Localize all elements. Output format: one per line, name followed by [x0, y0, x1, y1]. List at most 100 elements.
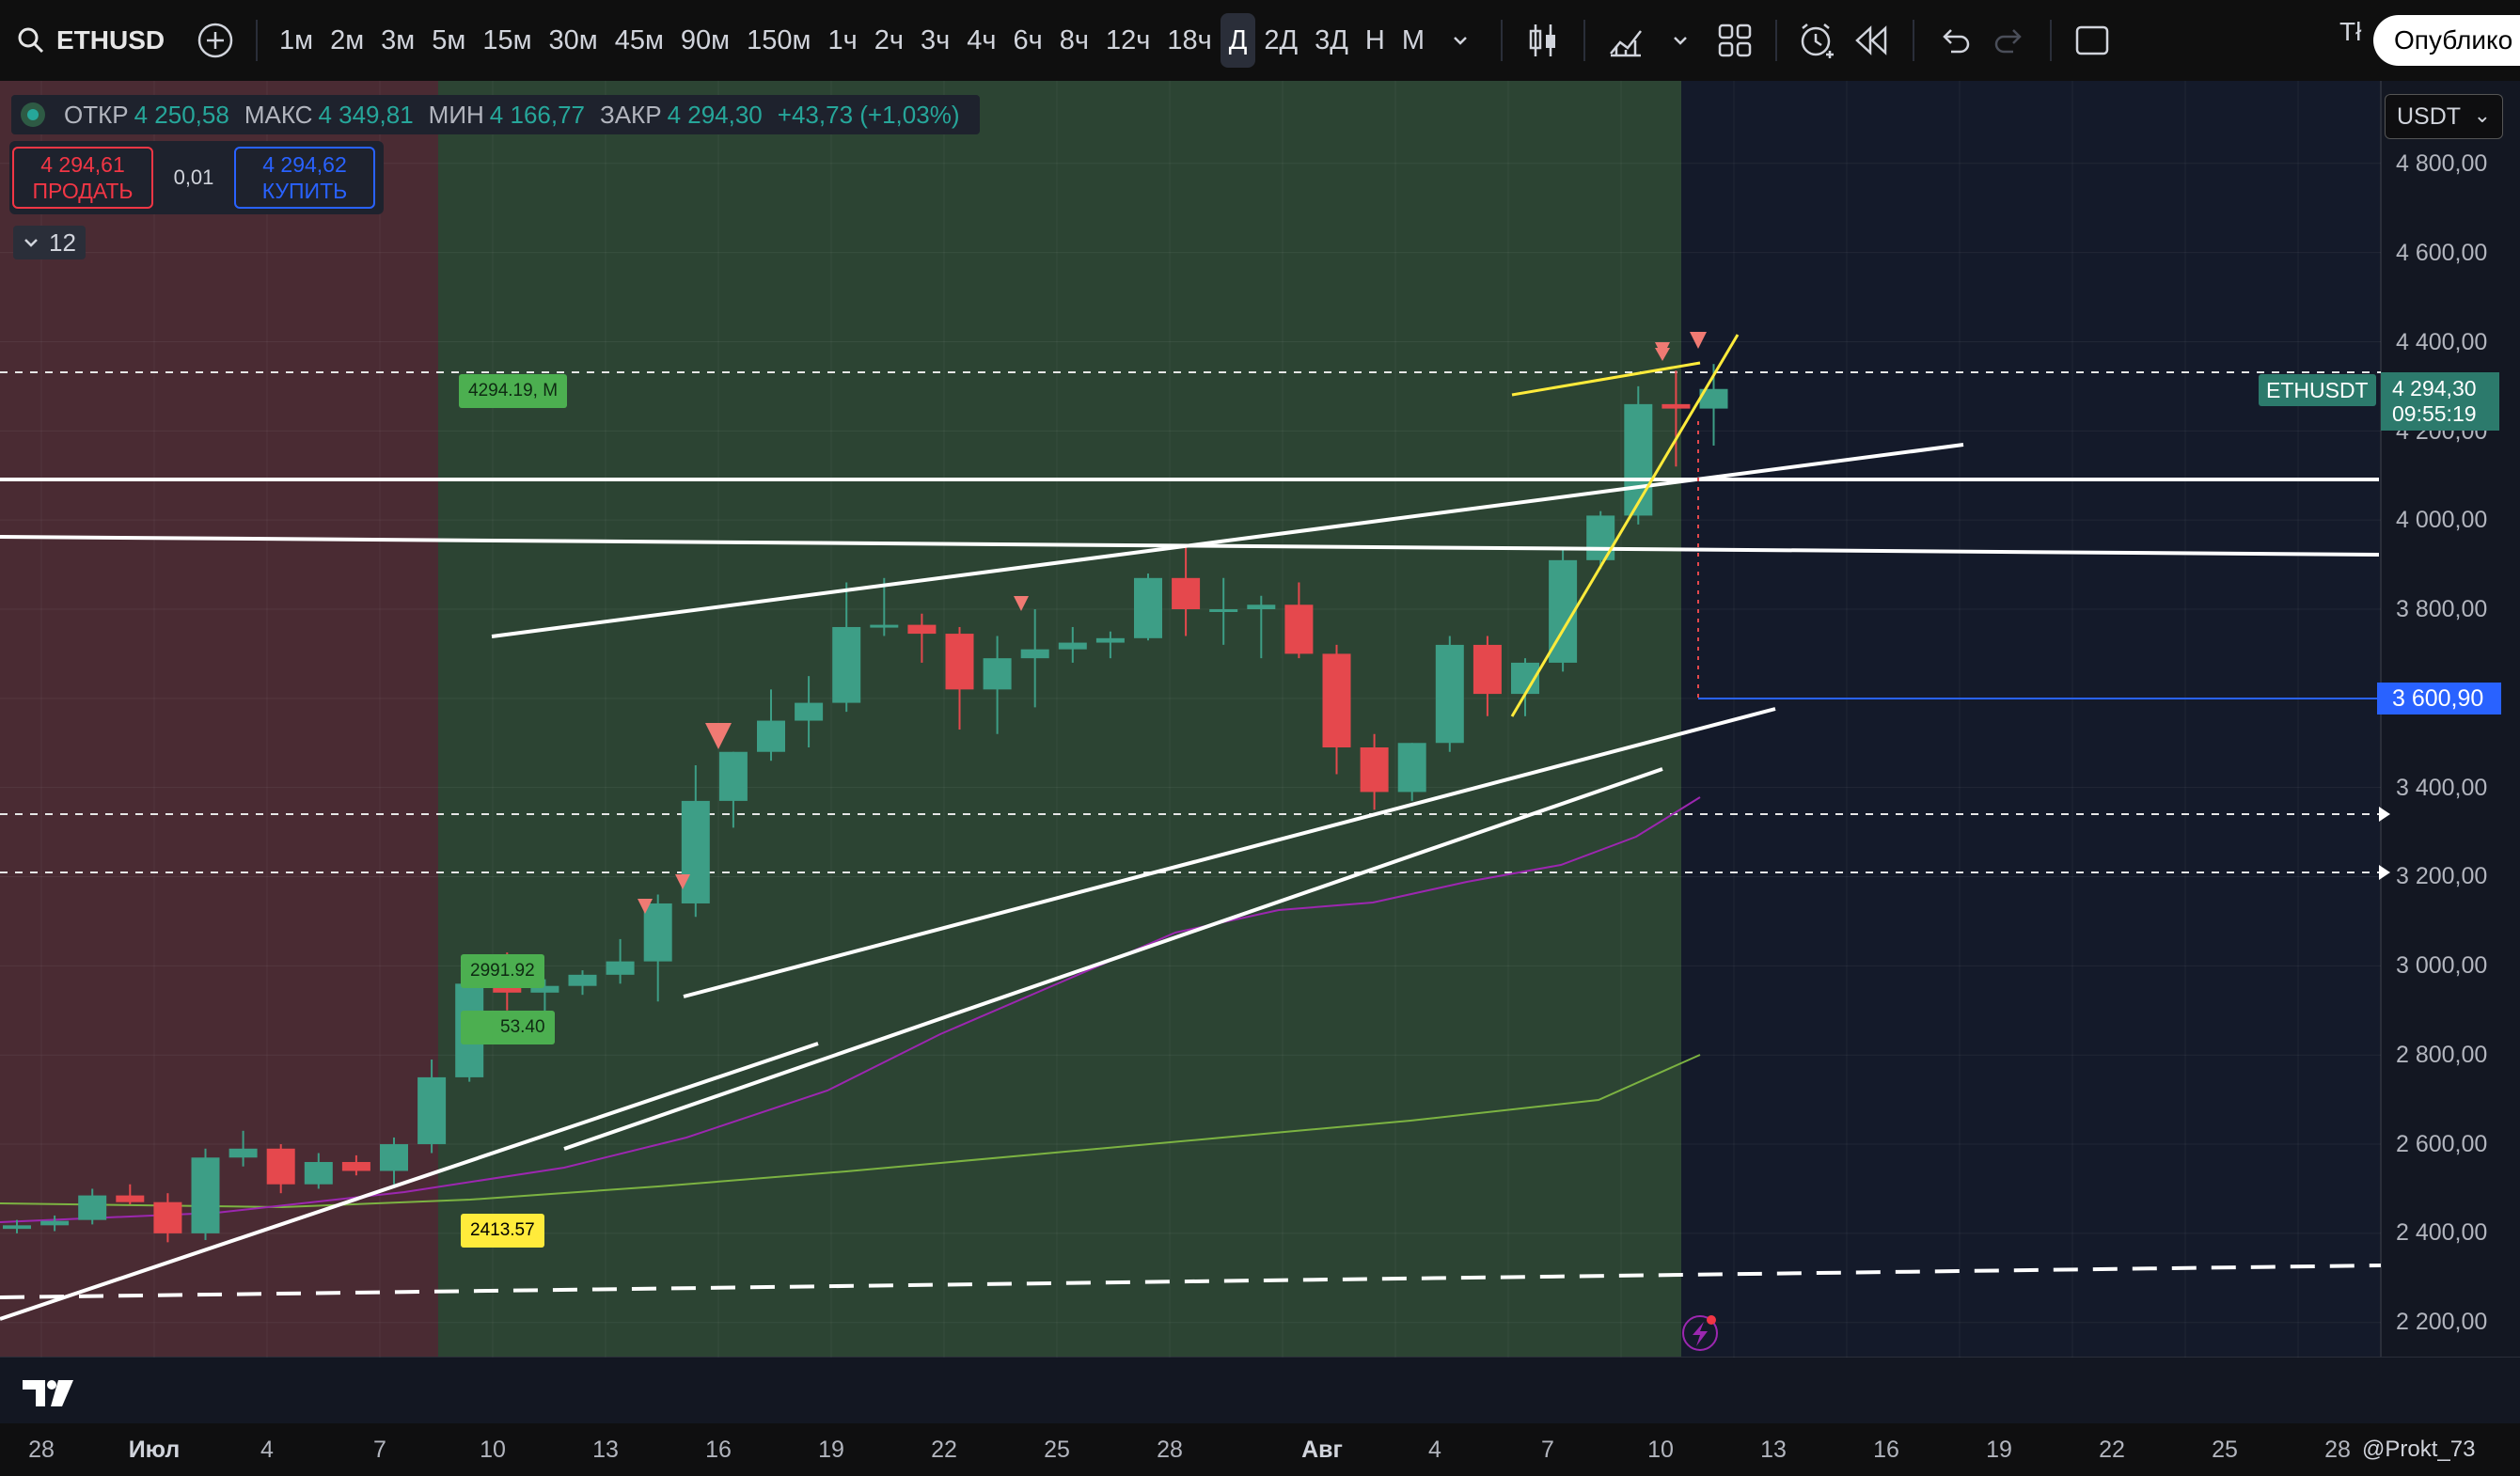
candle-body: [530, 985, 559, 993]
alert-button[interactable]: [1790, 13, 1845, 68]
time-axis-label: 19: [818, 1437, 844, 1463]
price-label-a[interactable]: 2991.92: [461, 954, 544, 988]
undo-button[interactable]: [1928, 13, 1982, 68]
sell-button[interactable]: 4 294,61 ПРОДАТЬ: [12, 147, 153, 209]
open-label: ОТКР: [64, 100, 129, 129]
grid-layout-icon: [1718, 24, 1752, 57]
timeframe-option[interactable]: 3ч: [920, 24, 951, 55]
indicators-dropdown-button[interactable]: [1653, 13, 1708, 68]
sell-price: 4 294,61: [40, 152, 125, 177]
toolbar-truncated-text: Tł: [2339, 17, 2362, 46]
timeframe-option[interactable]: 30м: [548, 24, 598, 55]
timeframe-option[interactable]: 6ч: [1013, 24, 1043, 55]
timeframe-option[interactable]: 8ч: [1059, 24, 1089, 55]
timeframe-option[interactable]: 1ч: [827, 24, 858, 55]
bar-countdown: 09:55:19: [2392, 401, 2477, 426]
timeframe-option[interactable]: 3м: [381, 24, 416, 55]
redo-button[interactable]: [1982, 13, 2037, 68]
market-status-icon[interactable]: [21, 102, 45, 127]
price-axis-label: 2 200,00: [2396, 1309, 2488, 1335]
candle-body: [3, 1225, 31, 1230]
timeframe-option[interactable]: 2Д: [1264, 24, 1299, 55]
candles-icon: [1529, 24, 1556, 56]
timeframe-option[interactable]: 90м: [680, 24, 731, 55]
timeframe-option[interactable]: 2ч: [874, 24, 904, 55]
timeframe-option[interactable]: 1м: [279, 24, 314, 55]
candle-body: [1662, 403, 1691, 409]
compare-symbol-button[interactable]: [188, 13, 243, 68]
trendline: [0, 535, 2380, 557]
candle-body: [1397, 743, 1426, 793]
time-axis-label: 25: [1044, 1437, 1070, 1463]
time-axis-label: 7: [373, 1437, 386, 1463]
price-chart[interactable]: [0, 81, 2520, 1476]
flash-icon: [1693, 1322, 1708, 1346]
timeframe-option[interactable]: 15м: [482, 24, 532, 55]
toolbar-separator: [1501, 20, 1504, 61]
chart-type-button[interactable]: [1516, 13, 1570, 68]
buy-button[interactable]: 4 294,62 КУПИТЬ: [234, 147, 375, 209]
symbol-search[interactable]: ETHUSD: [0, 0, 188, 81]
candle-body: [1624, 403, 1653, 516]
candle-body: [718, 751, 748, 801]
time-axis-label: 16: [705, 1437, 732, 1463]
currency-value: USDT: [2397, 102, 2462, 130]
trendline: [683, 707, 1776, 998]
replay-button[interactable]: [1845, 13, 1899, 68]
search-icon: [18, 27, 44, 54]
time-axis-label: 4: [260, 1437, 274, 1463]
signal-marker-icon: [1014, 596, 1029, 611]
chart-area[interactable]: [0, 81, 2520, 1476]
signal-marker-icon: [1655, 348, 1670, 361]
candle-body: [1473, 644, 1502, 695]
candle-body: [606, 961, 635, 975]
price-label-c[interactable]: 2413.57: [461, 1214, 544, 1248]
timeframe-option[interactable]: 12ч: [1105, 24, 1151, 55]
candle-body: [1247, 605, 1276, 609]
candle-body: [1020, 649, 1049, 659]
buy-label: КУПИТЬ: [261, 179, 348, 203]
candle-body: [1058, 642, 1087, 650]
publish-button[interactable]: Опублико: [2373, 15, 2520, 66]
timeframe-option[interactable]: 18ч: [1167, 24, 1212, 55]
candle-body: [1284, 605, 1314, 654]
moving-average-short: [0, 796, 1701, 1223]
timeframe-dropdown-button[interactable]: [1433, 13, 1488, 68]
candle-body: [1134, 577, 1162, 638]
indicators-collapse-toggle[interactable]: 12: [13, 226, 86, 259]
candle-body: [116, 1195, 145, 1202]
last-price-tag: 4 294,30 09:55:19: [2381, 372, 2499, 431]
rewind-icon: [1855, 25, 1887, 55]
open-value: 4 250,58: [134, 100, 229, 129]
timeframe-option[interactable]: Н: [1364, 24, 1385, 55]
candle-body: [832, 626, 861, 703]
candle-body: [40, 1220, 70, 1226]
timeframe-option[interactable]: М: [1401, 24, 1425, 55]
bottom-pane: [0, 1358, 2520, 1423]
price-axis-label: 2 400,00: [2396, 1219, 2488, 1246]
chevron-down-icon: ⌄: [2473, 103, 2491, 127]
timeframe-option[interactable]: 45м: [614, 24, 664, 55]
timeframe-option[interactable]: 4ч: [967, 24, 997, 55]
fullscreen-button[interactable]: [2065, 13, 2119, 68]
timeframe-option[interactable]: 150м: [747, 24, 811, 55]
dashed-trendline: [0, 1264, 2382, 1299]
price-label-b[interactable]: 53.40: [461, 1011, 555, 1044]
candle-body: [757, 720, 785, 752]
timeframe-option[interactable]: 2м: [330, 24, 365, 55]
timeframe-group: 1м 2м 3м 5м 15м 30м 45м 90м 150м 1ч 2ч 3ч 4ч 6ч 8ч 12ч 1…: [271, 0, 1433, 81]
indicators-icon: [1610, 30, 1643, 57]
axis-marker-icon: [2379, 807, 2390, 822]
bullish-zone: [438, 81, 1681, 1358]
timeframe-option[interactable]: Д: [1220, 13, 1256, 68]
toolbar-separator: [2050, 20, 2053, 61]
candle-body: [681, 800, 710, 903]
timeframe-option[interactable]: 3Д: [1315, 24, 1348, 55]
indicators-button[interactable]: [1599, 13, 1653, 68]
price-label-monthly[interactable]: 4294.19, M: [459, 374, 568, 408]
moving-average-long: [0, 1054, 1701, 1209]
timeframe-option[interactable]: 5м: [432, 24, 466, 55]
currency-select[interactable]: USDT ⌄: [2385, 94, 2503, 139]
layouts-button[interactable]: [1708, 13, 1762, 68]
